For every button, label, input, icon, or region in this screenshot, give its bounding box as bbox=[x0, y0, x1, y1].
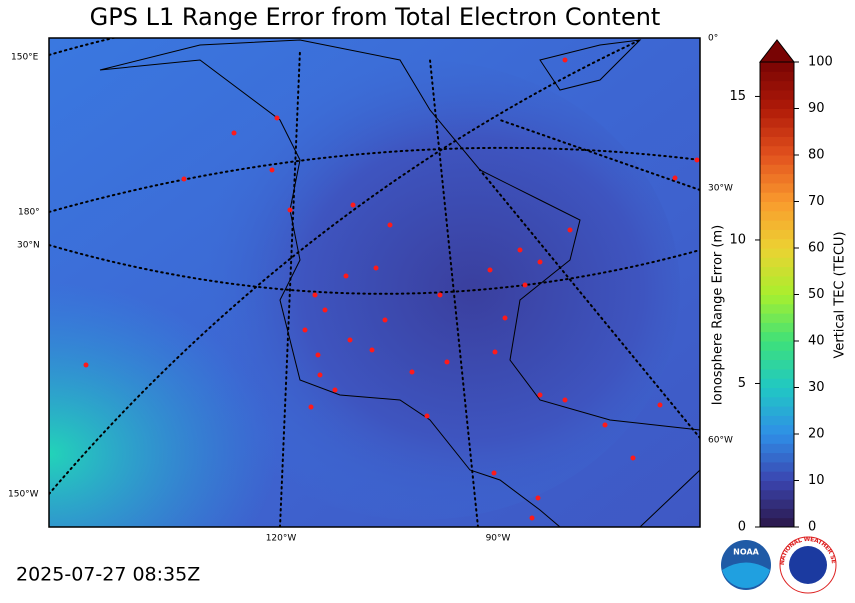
colorbar-level bbox=[760, 341, 794, 351]
colorbar-level bbox=[760, 108, 794, 119]
colorbar-level bbox=[760, 285, 794, 295]
graticule-label: 30°W bbox=[708, 184, 733, 194]
graticule bbox=[499, 119, 700, 191]
tec-tick-label: 0 bbox=[808, 520, 816, 535]
colorbar-level bbox=[760, 257, 794, 268]
colorbar-level bbox=[760, 210, 794, 221]
colorbar-level bbox=[760, 71, 794, 82]
colorbar-level bbox=[760, 248, 794, 258]
colorbar-level bbox=[760, 62, 794, 72]
colorbar-level bbox=[760, 452, 794, 463]
colorbar-level bbox=[760, 136, 794, 147]
map-shade bbox=[160, 60, 680, 520]
colorbar-level bbox=[760, 275, 794, 286]
colorbar-level bbox=[760, 313, 794, 323]
colorbar-level bbox=[760, 266, 794, 277]
colorbar-level bbox=[760, 182, 794, 193]
graticule-label: 150°E bbox=[11, 53, 39, 63]
tec-tick-label: 30 bbox=[808, 380, 825, 395]
colorbar-level bbox=[760, 489, 794, 500]
colorbar-level bbox=[760, 461, 794, 472]
colorbar-level bbox=[760, 396, 794, 407]
colorbar-level bbox=[760, 127, 794, 137]
tec-tick-label: 60 bbox=[808, 241, 825, 256]
colorbar-level bbox=[760, 517, 794, 528]
graticule bbox=[49, 39, 641, 495]
colorbar-level bbox=[760, 424, 794, 435]
title: GPS L1 Range Error from Total Electron C… bbox=[90, 3, 661, 31]
tec-tick-label: 20 bbox=[808, 427, 825, 442]
colorbar-level bbox=[760, 192, 794, 202]
timestamp: 2025-07-27 08:35Z bbox=[16, 564, 200, 586]
colorbar-level bbox=[760, 499, 794, 509]
colorbar-level bbox=[760, 220, 794, 230]
map bbox=[49, 38, 700, 527]
tec-tick-label: 10 bbox=[808, 473, 825, 488]
tec-axis-label: Vertical TEC (TECU) bbox=[833, 231, 848, 358]
coastline bbox=[539, 39, 642, 91]
graticule bbox=[49, 244, 700, 295]
stations bbox=[83, 57, 700, 521]
colorbar-level bbox=[760, 238, 794, 249]
colorbar-extend bbox=[758, 39, 796, 63]
colorbar-level bbox=[760, 434, 794, 444]
graticule-label: 150°W bbox=[8, 490, 39, 500]
colorbar-level bbox=[760, 508, 794, 519]
tec-tick-label: 90 bbox=[808, 101, 825, 116]
graticule bbox=[279, 49, 301, 527]
tec-tick-label: 70 bbox=[808, 194, 825, 209]
tec-tick-label: 80 bbox=[808, 148, 825, 163]
colorbar-level bbox=[760, 294, 794, 305]
graticule-label: 60°W bbox=[708, 436, 733, 446]
colorbar-level bbox=[760, 145, 794, 156]
colorbar-level bbox=[760, 368, 794, 379]
colorbar-level bbox=[760, 387, 794, 398]
range-tick-label: 10 bbox=[729, 232, 746, 247]
colorbar-level bbox=[760, 89, 794, 100]
graticule-label: 30°N bbox=[17, 241, 40, 251]
colorbar-level bbox=[760, 406, 794, 416]
noaa-text: NOAA bbox=[733, 548, 759, 557]
tec-tick-label: 100 bbox=[808, 55, 833, 70]
colorbar-level bbox=[760, 359, 794, 370]
colorbar-level bbox=[760, 201, 794, 212]
tec-tick-label: 40 bbox=[808, 334, 825, 349]
graticule bbox=[429, 59, 479, 527]
colorbar-level bbox=[760, 164, 794, 175]
colorbar-level bbox=[760, 322, 794, 333]
map-frame bbox=[48, 37, 701, 528]
colorbar-level bbox=[760, 331, 794, 342]
colorbar-level bbox=[760, 303, 794, 314]
colorbar-level bbox=[760, 80, 794, 91]
range-tick-label: 5 bbox=[738, 376, 746, 391]
colorbar-level bbox=[760, 443, 794, 454]
range-axis-label: Ionosphere Range Error (m) bbox=[711, 225, 726, 405]
colorbar-level bbox=[760, 471, 794, 481]
colorbar-level bbox=[760, 155, 794, 165]
graticule-label: 180° bbox=[18, 208, 40, 218]
range-tick-label: 15 bbox=[729, 89, 746, 104]
colorbar-level bbox=[760, 173, 794, 184]
graticule-label: 90°W bbox=[486, 534, 511, 544]
range-tick-label: 0 bbox=[738, 520, 746, 535]
colorbar-level bbox=[760, 378, 794, 388]
colorbar-level bbox=[760, 99, 794, 109]
colorbar-level bbox=[760, 350, 794, 361]
colorbar-level bbox=[760, 480, 794, 491]
graticule bbox=[49, 146, 700, 213]
tec-tick-label: 50 bbox=[808, 287, 825, 302]
colorbar-level bbox=[760, 415, 794, 426]
colorbar-level bbox=[760, 229, 794, 240]
colorbar: 0 10 20 30 40 50 60 70 80 90 100 0 5 10 15 bbox=[729, 39, 833, 535]
noaa-logo: NOAA bbox=[721, 540, 771, 590]
graticule-labels: 150°E 180° 30°N 150°W 0° 30°W 60°W 120°W… bbox=[8, 34, 733, 544]
graticule-label: 120°W bbox=[266, 534, 297, 544]
colorbar-level bbox=[760, 117, 794, 128]
graticule-label: 0° bbox=[708, 34, 718, 44]
